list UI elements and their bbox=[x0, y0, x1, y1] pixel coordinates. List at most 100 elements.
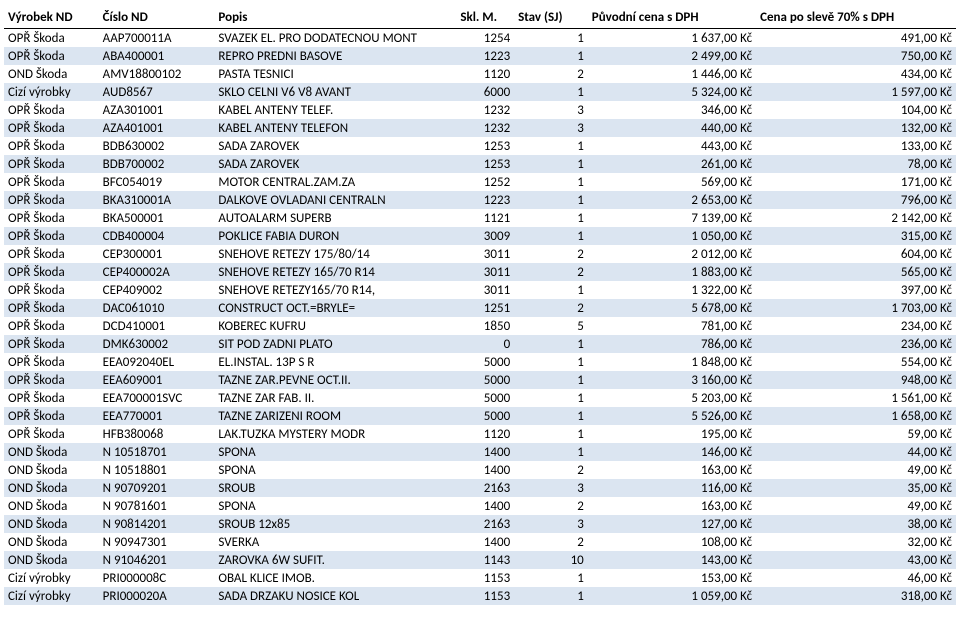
cell-popis: SVAZEK EL. PRO DODATECNOU MONT bbox=[214, 29, 456, 48]
cell-puvodni: 786,00 Kč bbox=[588, 335, 756, 353]
cell-vyrobek: OND Škoda bbox=[4, 551, 99, 569]
cell-cena: 796,00 Kč bbox=[756, 191, 956, 209]
table-row: OND ŠkodaN 10518801SPONA14002163,00 Kč49… bbox=[4, 461, 956, 479]
cell-cena: 397,00 Kč bbox=[756, 281, 956, 299]
table-row: Cizí výrobkyPRI000020ASADA DRZAKU NOSICE… bbox=[4, 587, 956, 605]
table-row: OPŘ ŠkodaAZA301001KABEL ANTENY TELEF.123… bbox=[4, 101, 956, 119]
cell-vyrobek: OPŘ Škoda bbox=[4, 209, 99, 227]
table-row: OPŘ ŠkodaHFB380068LAK.TUZKA MYSTERY MODR… bbox=[4, 425, 956, 443]
cell-skl: 1153 bbox=[456, 587, 514, 605]
cell-cena: 171,00 Kč bbox=[756, 173, 956, 191]
cell-cena: 49,00 Kč bbox=[756, 461, 956, 479]
cell-puvodni: 1 322,00 Kč bbox=[588, 281, 756, 299]
cell-stav: 1 bbox=[514, 83, 588, 101]
table-row: Cizí výrobkyPRI000008COBAL KLICE IMOB.11… bbox=[4, 569, 956, 587]
cell-cislo: N 10518801 bbox=[99, 461, 215, 479]
cell-stav: 1 bbox=[514, 173, 588, 191]
cell-cislo: CDB400004 bbox=[99, 227, 215, 245]
table-row: OPŘ ŠkodaDCD410001KOBEREC KUFRU18505781,… bbox=[4, 317, 956, 335]
cell-popis: SVERKA bbox=[214, 533, 456, 551]
cell-skl: 1254 bbox=[456, 29, 514, 48]
cell-cislo: N 90814201 bbox=[99, 515, 215, 533]
cell-puvodni: 143,00 Kč bbox=[588, 551, 756, 569]
table-row: OND ŠkodaN 90709201SROUB21633116,00 Kč35… bbox=[4, 479, 956, 497]
cell-popis: SADA ZAROVEK bbox=[214, 137, 456, 155]
cell-cena: 750,00 Kč bbox=[756, 47, 956, 65]
cell-stav: 2 bbox=[514, 65, 588, 83]
cell-cislo: N 90709201 bbox=[99, 479, 215, 497]
cell-popis: REPRO PREDNI BASOVE bbox=[214, 47, 456, 65]
cell-puvodni: 116,00 Kč bbox=[588, 479, 756, 497]
cell-stav: 1 bbox=[514, 281, 588, 299]
cell-stav: 2 bbox=[514, 299, 588, 317]
cell-puvodni: 346,00 Kč bbox=[588, 101, 756, 119]
cell-skl: 5000 bbox=[456, 353, 514, 371]
cell-puvodni: 146,00 Kč bbox=[588, 443, 756, 461]
cell-cena: 133,00 Kč bbox=[756, 137, 956, 155]
cell-cislo: N 91046201 bbox=[99, 551, 215, 569]
cell-stav: 1 bbox=[514, 371, 588, 389]
cell-cena: 2 142,00 Kč bbox=[756, 209, 956, 227]
cell-stav: 1 bbox=[514, 443, 588, 461]
cell-skl: 1850 bbox=[456, 317, 514, 335]
table-row: OPŘ ŠkodaDMK630002SIT POD ZADNI PLATO017… bbox=[4, 335, 956, 353]
cell-cena: 434,00 Kč bbox=[756, 65, 956, 83]
cell-skl: 1400 bbox=[456, 497, 514, 515]
cell-puvodni: 3 160,00 Kč bbox=[588, 371, 756, 389]
cell-popis: SPONA bbox=[214, 461, 456, 479]
cell-cena: 49,00 Kč bbox=[756, 497, 956, 515]
cell-skl: 5000 bbox=[456, 389, 514, 407]
cell-vyrobek: OPŘ Škoda bbox=[4, 425, 99, 443]
cell-stav: 1 bbox=[514, 407, 588, 425]
table-row: OPŘ ŠkodaCEP400002ASNEHOVE RETEZY 165/70… bbox=[4, 263, 956, 281]
cell-puvodni: 195,00 Kč bbox=[588, 425, 756, 443]
cell-puvodni: 5 526,00 Kč bbox=[588, 407, 756, 425]
cell-cislo: CEP300001 bbox=[99, 245, 215, 263]
cell-popis: DALKOVE OVLADANI CENTRALN bbox=[214, 191, 456, 209]
cell-vyrobek: OPŘ Škoda bbox=[4, 155, 99, 173]
cell-cena: 132,00 Kč bbox=[756, 119, 956, 137]
cell-cislo: AUD8567 bbox=[99, 83, 215, 101]
cell-popis: SADA DRZAKU NOSICE KOL bbox=[214, 587, 456, 605]
cell-cena: 554,00 Kč bbox=[756, 353, 956, 371]
col-header-popis: Popis bbox=[214, 8, 456, 29]
cell-popis: ZAROVKA 6W SUFIT. bbox=[214, 551, 456, 569]
cell-cena: 78,00 Kč bbox=[756, 155, 956, 173]
cell-stav: 2 bbox=[514, 263, 588, 281]
cell-skl: 1251 bbox=[456, 299, 514, 317]
cell-stav: 2 bbox=[514, 533, 588, 551]
table-row: OND ŠkodaAMV18800102PASTA TESNICI112021 … bbox=[4, 65, 956, 83]
table-row: OPŘ ŠkodaBDB700002SADA ZAROVEK12531261,0… bbox=[4, 155, 956, 173]
cell-stav: 3 bbox=[514, 119, 588, 137]
cell-skl: 1120 bbox=[456, 425, 514, 443]
cell-cislo: N 10518701 bbox=[99, 443, 215, 461]
cell-stav: 2 bbox=[514, 497, 588, 515]
cell-puvodni: 2 653,00 Kč bbox=[588, 191, 756, 209]
cell-stav: 1 bbox=[514, 353, 588, 371]
cell-popis: PASTA TESNICI bbox=[214, 65, 456, 83]
table-row: OPŘ ŠkodaEEA700001SVCTAZNE ZAR FAB. II.5… bbox=[4, 389, 956, 407]
cell-skl: 6000 bbox=[456, 83, 514, 101]
cell-cena: 236,00 Kč bbox=[756, 335, 956, 353]
cell-puvodni: 5 678,00 Kč bbox=[588, 299, 756, 317]
cell-skl: 1232 bbox=[456, 119, 514, 137]
cell-vyrobek: OND Škoda bbox=[4, 479, 99, 497]
cell-cislo: EEA609001 bbox=[99, 371, 215, 389]
cell-stav: 5 bbox=[514, 317, 588, 335]
cell-stav: 1 bbox=[514, 209, 588, 227]
table-row: OPŘ ŠkodaEEA770001TAZNE ZARIZENI ROOM500… bbox=[4, 407, 956, 425]
cell-popis: SADA ZAROVEK bbox=[214, 155, 456, 173]
cell-vyrobek: OPŘ Škoda bbox=[4, 407, 99, 425]
cell-skl: 3009 bbox=[456, 227, 514, 245]
cell-cislo: EEA700001SVC bbox=[99, 389, 215, 407]
cell-popis: KABEL ANTENY TELEFON bbox=[214, 119, 456, 137]
col-header-vyrobek: Výrobek ND bbox=[4, 8, 99, 29]
cell-puvodni: 5 203,00 Kč bbox=[588, 389, 756, 407]
cell-cislo: DMK630002 bbox=[99, 335, 215, 353]
cell-skl: 1253 bbox=[456, 137, 514, 155]
cell-cislo: CEP400002A bbox=[99, 263, 215, 281]
cell-cislo: AZA301001 bbox=[99, 101, 215, 119]
cell-cena: 315,00 Kč bbox=[756, 227, 956, 245]
col-header-puvodni: Původní cena s DPH bbox=[588, 8, 756, 29]
cell-cena: 44,00 Kč bbox=[756, 443, 956, 461]
